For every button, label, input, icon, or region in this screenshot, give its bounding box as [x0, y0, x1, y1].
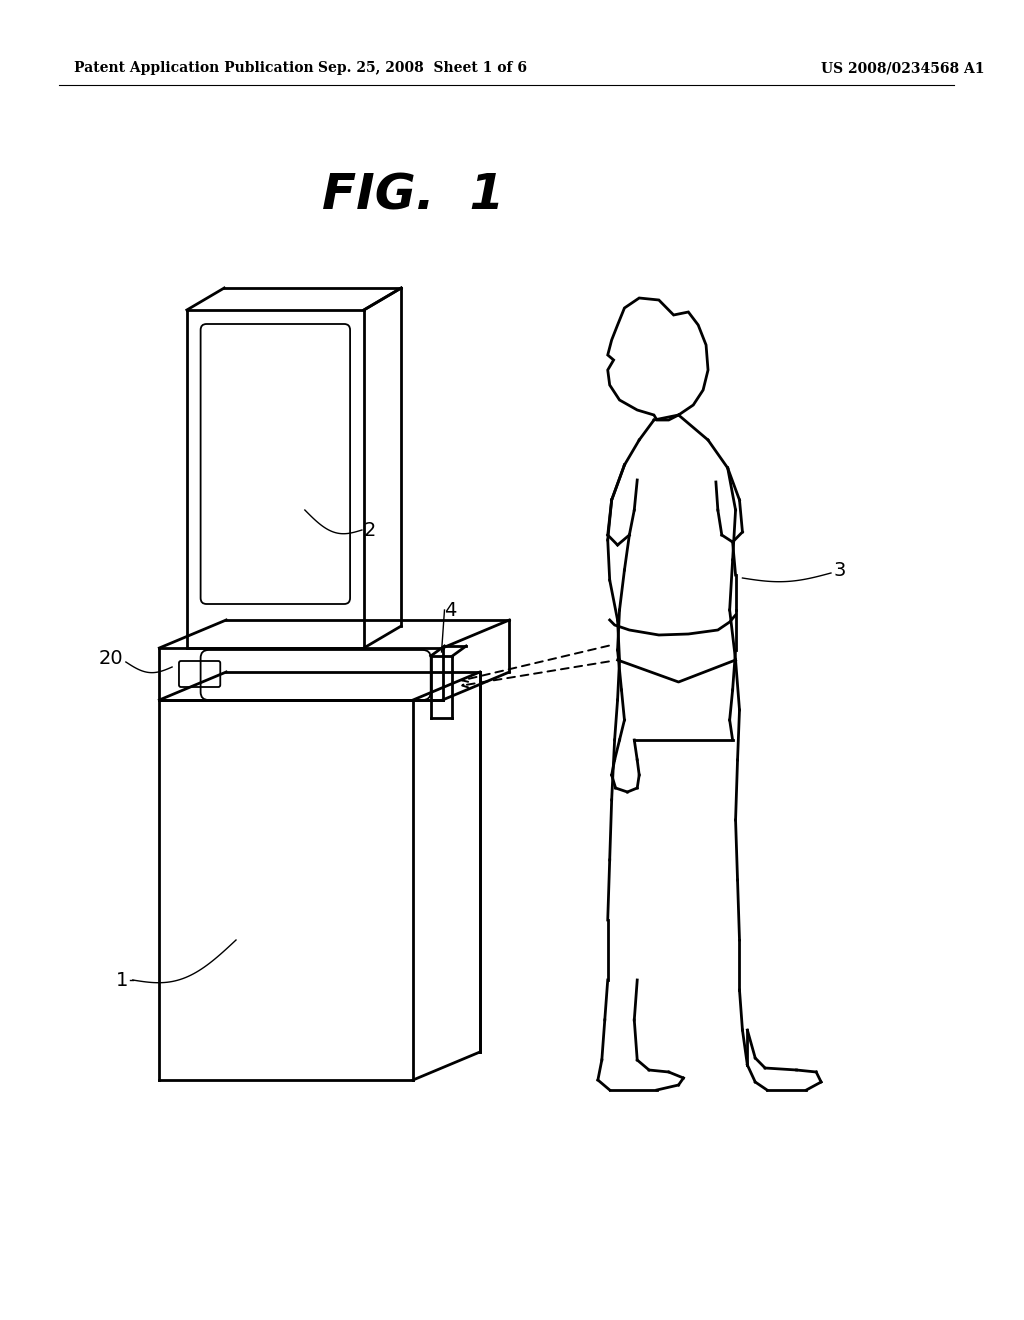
Text: 2: 2: [364, 520, 376, 540]
Text: 4: 4: [444, 601, 457, 619]
Text: US 2008/0234568 A1: US 2008/0234568 A1: [821, 61, 985, 75]
Text: Patent Application Publication: Patent Application Publication: [74, 61, 313, 75]
Text: 20: 20: [98, 648, 123, 668]
Text: 1: 1: [116, 970, 128, 990]
Text: Sep. 25, 2008  Sheet 1 of 6: Sep. 25, 2008 Sheet 1 of 6: [318, 61, 527, 75]
Text: 3: 3: [834, 561, 846, 579]
Text: FIG.  1: FIG. 1: [322, 172, 504, 219]
